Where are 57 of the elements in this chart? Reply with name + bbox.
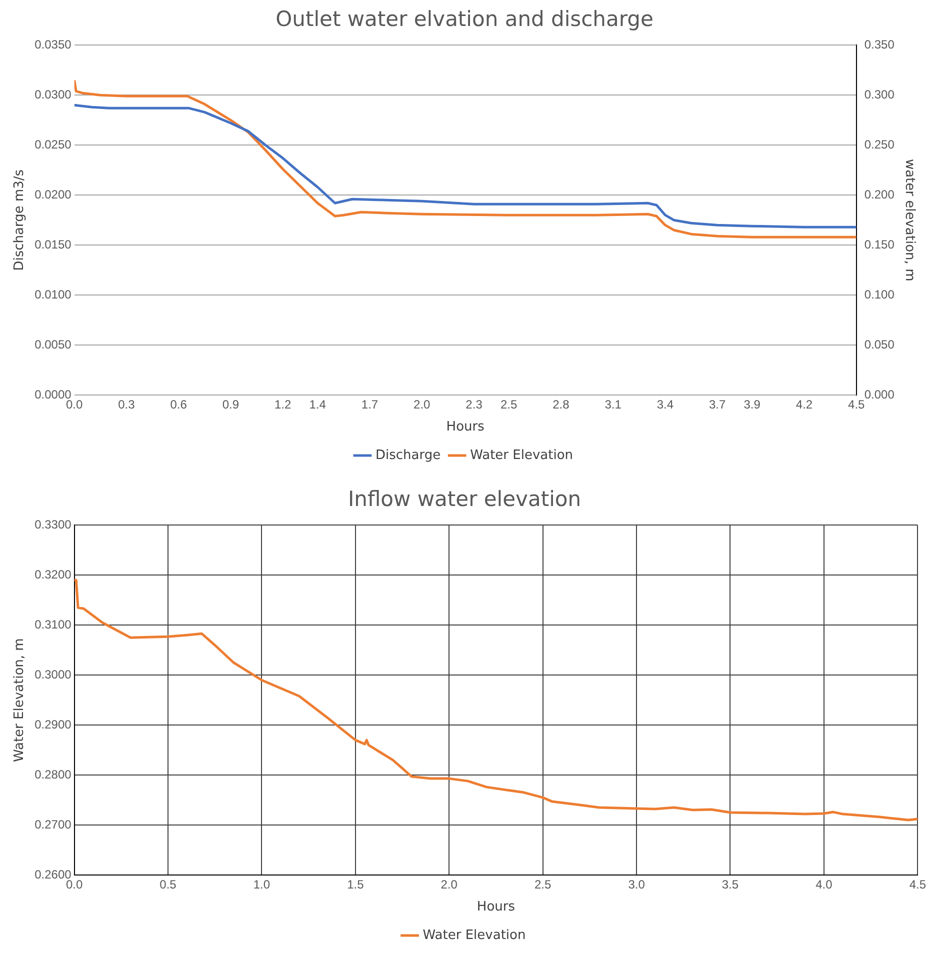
- y-tick-label: 0.3000: [34, 667, 72, 682]
- y-axis-title: Water Elevation, m: [12, 638, 28, 762]
- y-tick-label: 0.0300: [34, 87, 72, 102]
- y-axis-title: Discharge m3/s: [12, 169, 28, 271]
- x-tick-label: 3.5: [722, 878, 739, 892]
- chart-title: Inflow water elevation: [348, 487, 582, 512]
- y-tick-label: 0.2800: [34, 767, 72, 782]
- y-tick-label: 0.3300: [34, 518, 72, 532]
- y2-axis-title: water elevation, m: [902, 158, 917, 282]
- x-tick-label: 4.5: [848, 398, 866, 412]
- x-tick-label: 1.4: [309, 398, 326, 412]
- y-tick-label: 0.2900: [34, 717, 72, 732]
- x-tick-label: 1.5: [347, 878, 364, 892]
- x-tick-label: 2.8: [552, 398, 570, 412]
- y-tick-label: 0.0150: [34, 237, 72, 252]
- x-tick-label: 0.6: [170, 398, 188, 412]
- y-tick-label: 0.3200: [34, 567, 72, 582]
- x-tick-label: 3.9: [744, 398, 761, 412]
- y2-tick-label: 0.250: [864, 137, 895, 152]
- x-tick-label: 2.3: [466, 398, 483, 412]
- x-axis-title: Hours: [476, 900, 516, 915]
- y-tick-label: 0.3100: [34, 617, 72, 632]
- x-tick-label: 4.2: [796, 398, 813, 412]
- x-tick-label: 2.5: [534, 878, 552, 892]
- y2-tick-label: 0.050: [864, 337, 895, 352]
- x-tick-label: 2.0: [440, 878, 458, 892]
- x-tick-label: 0.5: [160, 878, 177, 892]
- legend-label: Water Elevation: [470, 448, 574, 463]
- x-tick-label: 4.5: [909, 878, 926, 892]
- x-tick-label: 0.3: [118, 398, 136, 412]
- y2-tick-label: 0.200: [864, 187, 895, 202]
- y2-tick-label: 0.000: [864, 387, 895, 402]
- x-tick-label: 1.0: [253, 878, 270, 892]
- x-tick-label: 3.7: [708, 398, 726, 412]
- y2-tick-label: 0.100: [864, 287, 895, 302]
- chart-title: Outlet water elvation and discharge: [276, 7, 654, 32]
- x-tick-label: 2.0: [414, 398, 431, 412]
- x-tick-label: 3.4: [656, 398, 674, 412]
- y-tick-label: 0.0050: [34, 337, 72, 352]
- y2-tick-label: 0.300: [864, 87, 895, 102]
- y-tick-label: 0.0350: [34, 38, 72, 52]
- y2-tick-label: 0.150: [864, 237, 895, 252]
- legend-label: Water Elevation: [422, 928, 526, 943]
- y-tick-label: 0.0100: [34, 287, 72, 302]
- x-tick-label: 2.5: [500, 398, 518, 412]
- y-tick-label: 0.0200: [34, 187, 72, 202]
- x-tick-label: 4.0: [816, 878, 833, 892]
- y2-tick-label: 0.350: [864, 38, 895, 52]
- x-axis-title: Hours: [446, 420, 485, 435]
- x-tick-label: 3.1: [604, 398, 622, 412]
- x-tick-label: 3.0: [628, 878, 646, 892]
- x-tick-label: 1.2: [274, 398, 292, 412]
- x-tick-label: 1.7: [361, 398, 378, 412]
- y-tick-label: 0.0250: [34, 137, 72, 152]
- legend-label: Discharge: [375, 448, 441, 463]
- x-tick-label: 0.9: [222, 398, 240, 412]
- y-tick-label: 0.2700: [34, 817, 72, 832]
